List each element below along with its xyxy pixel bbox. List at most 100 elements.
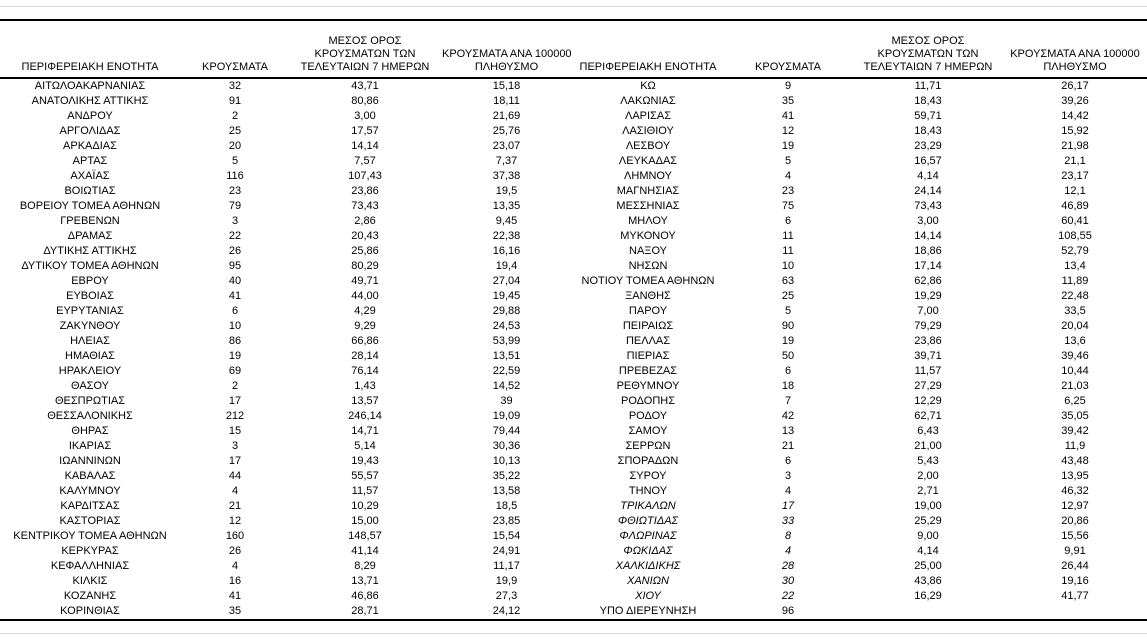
per100k-cell: 22,59 [492, 365, 521, 377]
region-cell: ΧΙΟΥ [635, 590, 661, 602]
table-row: ΚΕΝΤΡΙΚΟΥ ΤΟΜΕΑ ΑΘΗΝΩΝ 160 148,57 15,54 [0, 529, 573, 544]
cases-cell: 26 [228, 545, 242, 557]
per100k-cell: 25,76 [492, 125, 521, 137]
cases-cell: 160 [225, 530, 245, 542]
table-row: ΞΑΝΘΗΣ 25 19,29 22,48 [573, 289, 1147, 304]
cases-cell: 11 [782, 230, 794, 242]
per100k-cell: 23,17 [1061, 170, 1089, 182]
table-row: ΠΡΕΒΕΖΑΣ 6 11,57 10,44 [573, 364, 1147, 379]
header-per100k: ΚΡΟΥΣΜΑΤΑ ΑΝΑ 100000 ΠΛΗΘΥΣΜΟ [1003, 21, 1147, 79]
avg7-cell: 13,71 [351, 575, 379, 587]
cases-cell: 6 [784, 365, 792, 377]
per100k-cell: 27,3 [495, 590, 518, 602]
cases-cell: 20 [228, 140, 242, 152]
table-row: ΤΡΙΚΑΛΩΝ 17 19,00 12,97 [573, 499, 1147, 514]
table-row: ΒΟΙΩΤΙΑΣ 23 23,86 19,5 [0, 184, 573, 199]
avg7-cell: 14,71 [351, 425, 379, 437]
header-avg7: ΜΕΣΟΣ ΟΡΟΣ ΚΡΟΥΣΜΑΤΩΝ ΤΩΝ ΤΕΛΕΥΤΑΙΩΝ 7 Η… [853, 21, 1003, 79]
avg7-cell: 6,43 [917, 425, 939, 437]
header-region-label: ΠΕΡΙΦΕΡΕΙΑΚΗ ΕΝΟΤΗΤΑ [579, 61, 717, 73]
table-row: ΘΑΣΟΥ 2 1,43 14,52 [0, 379, 573, 394]
cases-cell: 26 [228, 245, 242, 257]
region-cell: ΗΜΑΘΙΑΣ [65, 350, 115, 362]
per100k-cell: 13,95 [1061, 470, 1089, 482]
avg7-cell: 12,29 [914, 395, 942, 407]
per100k-cell: 10,13 [492, 455, 521, 467]
header-avg7-line2: ΚΡΟΥΣΜΑΤΩΝ ΤΩΝ [314, 48, 416, 60]
per100k-cell: 41,77 [1061, 590, 1089, 602]
per100k-cell: 9,91 [1064, 545, 1086, 557]
avg7-cell: 39,71 [914, 350, 942, 362]
cases-cell: 4 [231, 485, 239, 497]
table-row: ΧΑΛΚΙΔΙΚΗΣ 28 25,00 26,44 [573, 559, 1147, 574]
avg7-cell: 19,43 [351, 455, 379, 467]
per100k-cell: 13,51 [492, 350, 521, 362]
cases-cell: 22 [228, 230, 242, 242]
cases-cell: 4 [784, 485, 792, 497]
per100k-cell: 15,18 [492, 80, 521, 92]
avg7-cell: 28,14 [351, 350, 379, 362]
per100k-cell: 16,16 [492, 245, 521, 257]
avg7-cell: 18,43 [914, 95, 942, 107]
avg7-cell: 148,57 [348, 530, 382, 542]
avg7-cell: 24,14 [914, 185, 942, 197]
avg7-cell: 25,86 [351, 245, 379, 257]
per100k-cell: 37,38 [492, 170, 521, 182]
cases-cell: 19 [781, 335, 795, 347]
per100k-cell: 19,09 [492, 410, 521, 422]
avg7-cell: 16,29 [914, 590, 942, 602]
cases-cell: 10 [781, 260, 795, 272]
avg7-cell: 17,14 [914, 260, 942, 272]
per100k-cell: 15,92 [1061, 125, 1089, 137]
region-cell: ΧΑΛΚΙΔΙΚΗΣ [615, 560, 681, 572]
avg7-cell: 59,71 [914, 110, 942, 122]
region-cell: ΣΥΡΟΥ [629, 470, 667, 482]
region-cell: ΔΡΑΜΑΣ [67, 230, 113, 242]
cases-cell: 2 [231, 110, 239, 122]
table-row: ΕΥΒΟΙΑΣ 41 44,00 19,45 [0, 289, 573, 304]
table-row: ΚΩ 9 11,71 26,17 [573, 78, 1147, 94]
left-table-header: ΠΕΡΙΦΕΡΕΙΑΚΗ ΕΝΟΤΗΤΑ ΚΡΟΥΣΜΑΤΑ ΜΕΣΟΣ ΟΡΟ… [0, 21, 573, 79]
region-cell: ΚΕΦΑΛΛΗΝΙΑΣ [50, 560, 130, 572]
per100k-cell: 35,22 [492, 470, 521, 482]
avg7-cell: 3,00 [917, 215, 939, 227]
per100k-cell: 18,11 [493, 95, 520, 107]
avg7-cell: 23,29 [914, 140, 942, 152]
avg7-cell: 107,43 [348, 170, 382, 182]
avg7-cell: 2,00 [917, 470, 939, 482]
per100k-cell: 12,97 [1061, 500, 1089, 512]
region-cell: ΚΑΡΔΙΤΣΑΣ [60, 500, 120, 512]
avg7-cell: 80,29 [351, 260, 379, 272]
table-row: ΛΑΚΩΝΙΑΣ 35 18,43 39,26 [573, 94, 1147, 109]
header-avg7-line2: ΚΡΟΥΣΜΑΤΩΝ ΤΩΝ [877, 48, 979, 60]
header-region: ΠΕΡΙΦΕΡΕΙΑΚΗ ΕΝΟΤΗΤΑ [573, 21, 723, 79]
avg7-cell: 43,71 [351, 80, 379, 92]
header-cases: ΚΡΟΥΣΜΑΤΑ [723, 21, 853, 79]
per100k-cell: 79,44 [492, 425, 521, 437]
per100k-cell: 19,5 [495, 185, 518, 197]
avg7-cell: 21,00 [914, 440, 942, 452]
cases-cell: 3 [231, 215, 239, 227]
table-row: ΚΑΣΤΟΡΙΑΣ 12 15,00 23,85 [0, 514, 573, 529]
table-row: ΠΑΡΟΥ 5 7,00 33,5 [573, 304, 1147, 319]
header-avg7-line3: ΤΕΛΕΥΤΑΙΩΝ 7 ΗΜΕΡΩΝ [863, 61, 993, 73]
per100k-cell: 22,38 [492, 230, 521, 242]
table-row: ΗΡΑΚΛΕΙΟΥ 69 76,14 22,59 [0, 364, 573, 379]
avg7-cell: 4,14 [917, 170, 939, 182]
table-row: ΜΗΛΟΥ 6 3,00 60,41 [573, 214, 1147, 229]
avg7-cell: 9,00 [917, 530, 939, 542]
avg7-cell: 9,29 [354, 320, 376, 332]
avg7-cell: 62,71 [914, 410, 942, 422]
header-region: ΠΕΡΙΦΕΡΕΙΑΚΗ ΕΝΟΤΗΤΑ [0, 21, 180, 79]
region-cell: ΛΗΜΝΟΥ [624, 170, 672, 182]
region-cell: ΚΟΡΙΝΘΙΑΣ [60, 605, 120, 617]
per100k-cell: 39,26 [1061, 95, 1089, 107]
table-row: ΕΒΡΟΥ 40 49,71 27,04 [0, 274, 573, 289]
table-row: ΚΟΖΑΝΗΣ 41 46,86 27,3 [0, 589, 573, 604]
per100k-cell: 23,07 [492, 140, 521, 152]
cases-cell: 6 [784, 455, 792, 467]
avg7-cell: 62,86 [914, 275, 942, 287]
tables-container: ΠΕΡΙΦΕΡΕΙΑΚΗ ΕΝΟΤΗΤΑ ΚΡΟΥΣΜΑΤΑ ΜΕΣΟΣ ΟΡΟ… [0, 21, 1147, 619]
per100k-cell: 14,42 [1061, 110, 1089, 122]
